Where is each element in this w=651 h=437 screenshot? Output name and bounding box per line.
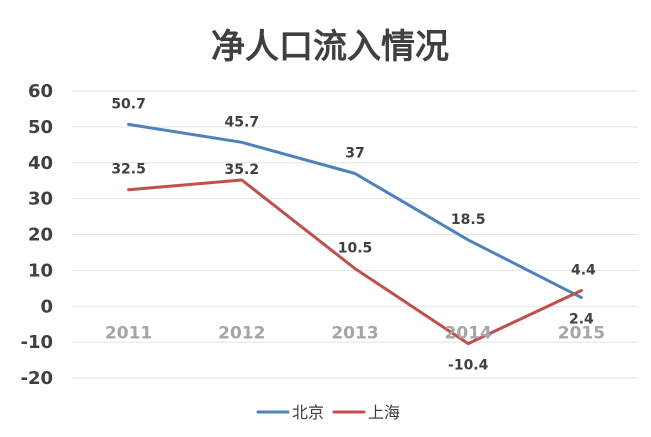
x-tick-label: 2015 [558, 323, 605, 343]
data-label: 18.5 [451, 212, 486, 228]
y-tick-label: 0 [40, 296, 53, 317]
legend-label: 上海 [368, 403, 400, 422]
data-label: 35.2 [225, 162, 260, 178]
x-tick-label: 2012 [218, 323, 265, 343]
y-tick-label: -10 [20, 332, 53, 353]
data-label: 45.7 [225, 114, 260, 130]
series-lines [127, 122, 583, 346]
data-label: 4.4 [571, 262, 596, 278]
y-tick-label: 30 [28, 189, 53, 210]
y-tick-label: 10 [28, 260, 53, 281]
data-label: 2.4 [569, 312, 594, 328]
data-labels: 50.7 45.7 37 18.5 2.4 32.5 35.2 10.5 -10.4 4.4 [111, 96, 596, 373]
y-tick-label: 60 [28, 81, 53, 102]
data-label: -10.4 [448, 358, 489, 374]
y-tick-label: 50 [28, 117, 53, 138]
legend-label: 北京 [292, 403, 324, 422]
x-tick-label: 2014 [445, 323, 492, 343]
data-label: 37 [345, 146, 364, 162]
data-label: 32.5 [111, 162, 146, 178]
data-label: 10.5 [338, 241, 373, 257]
y-tick-label: 40 [28, 153, 53, 174]
gridlines [72, 90, 638, 379]
x-tick-label: 2013 [331, 323, 378, 343]
y-tick-label: -20 [20, 368, 53, 389]
chart-title: 净人口流入情况 [211, 27, 449, 67]
data-label: 50.7 [111, 96, 146, 112]
series-line-beijing [127, 122, 583, 300]
legend: 北京 上海 [256, 403, 400, 422]
x-tick-label: 2011 [105, 323, 152, 343]
series-line-shanghai [127, 178, 583, 346]
y-tick-label: 20 [28, 225, 53, 246]
x-axis-ticks: 2011 2012 2013 2014 2015 [105, 323, 605, 343]
y-axis-ticks: -20 -10 0 10 20 30 40 50 60 [20, 81, 53, 389]
